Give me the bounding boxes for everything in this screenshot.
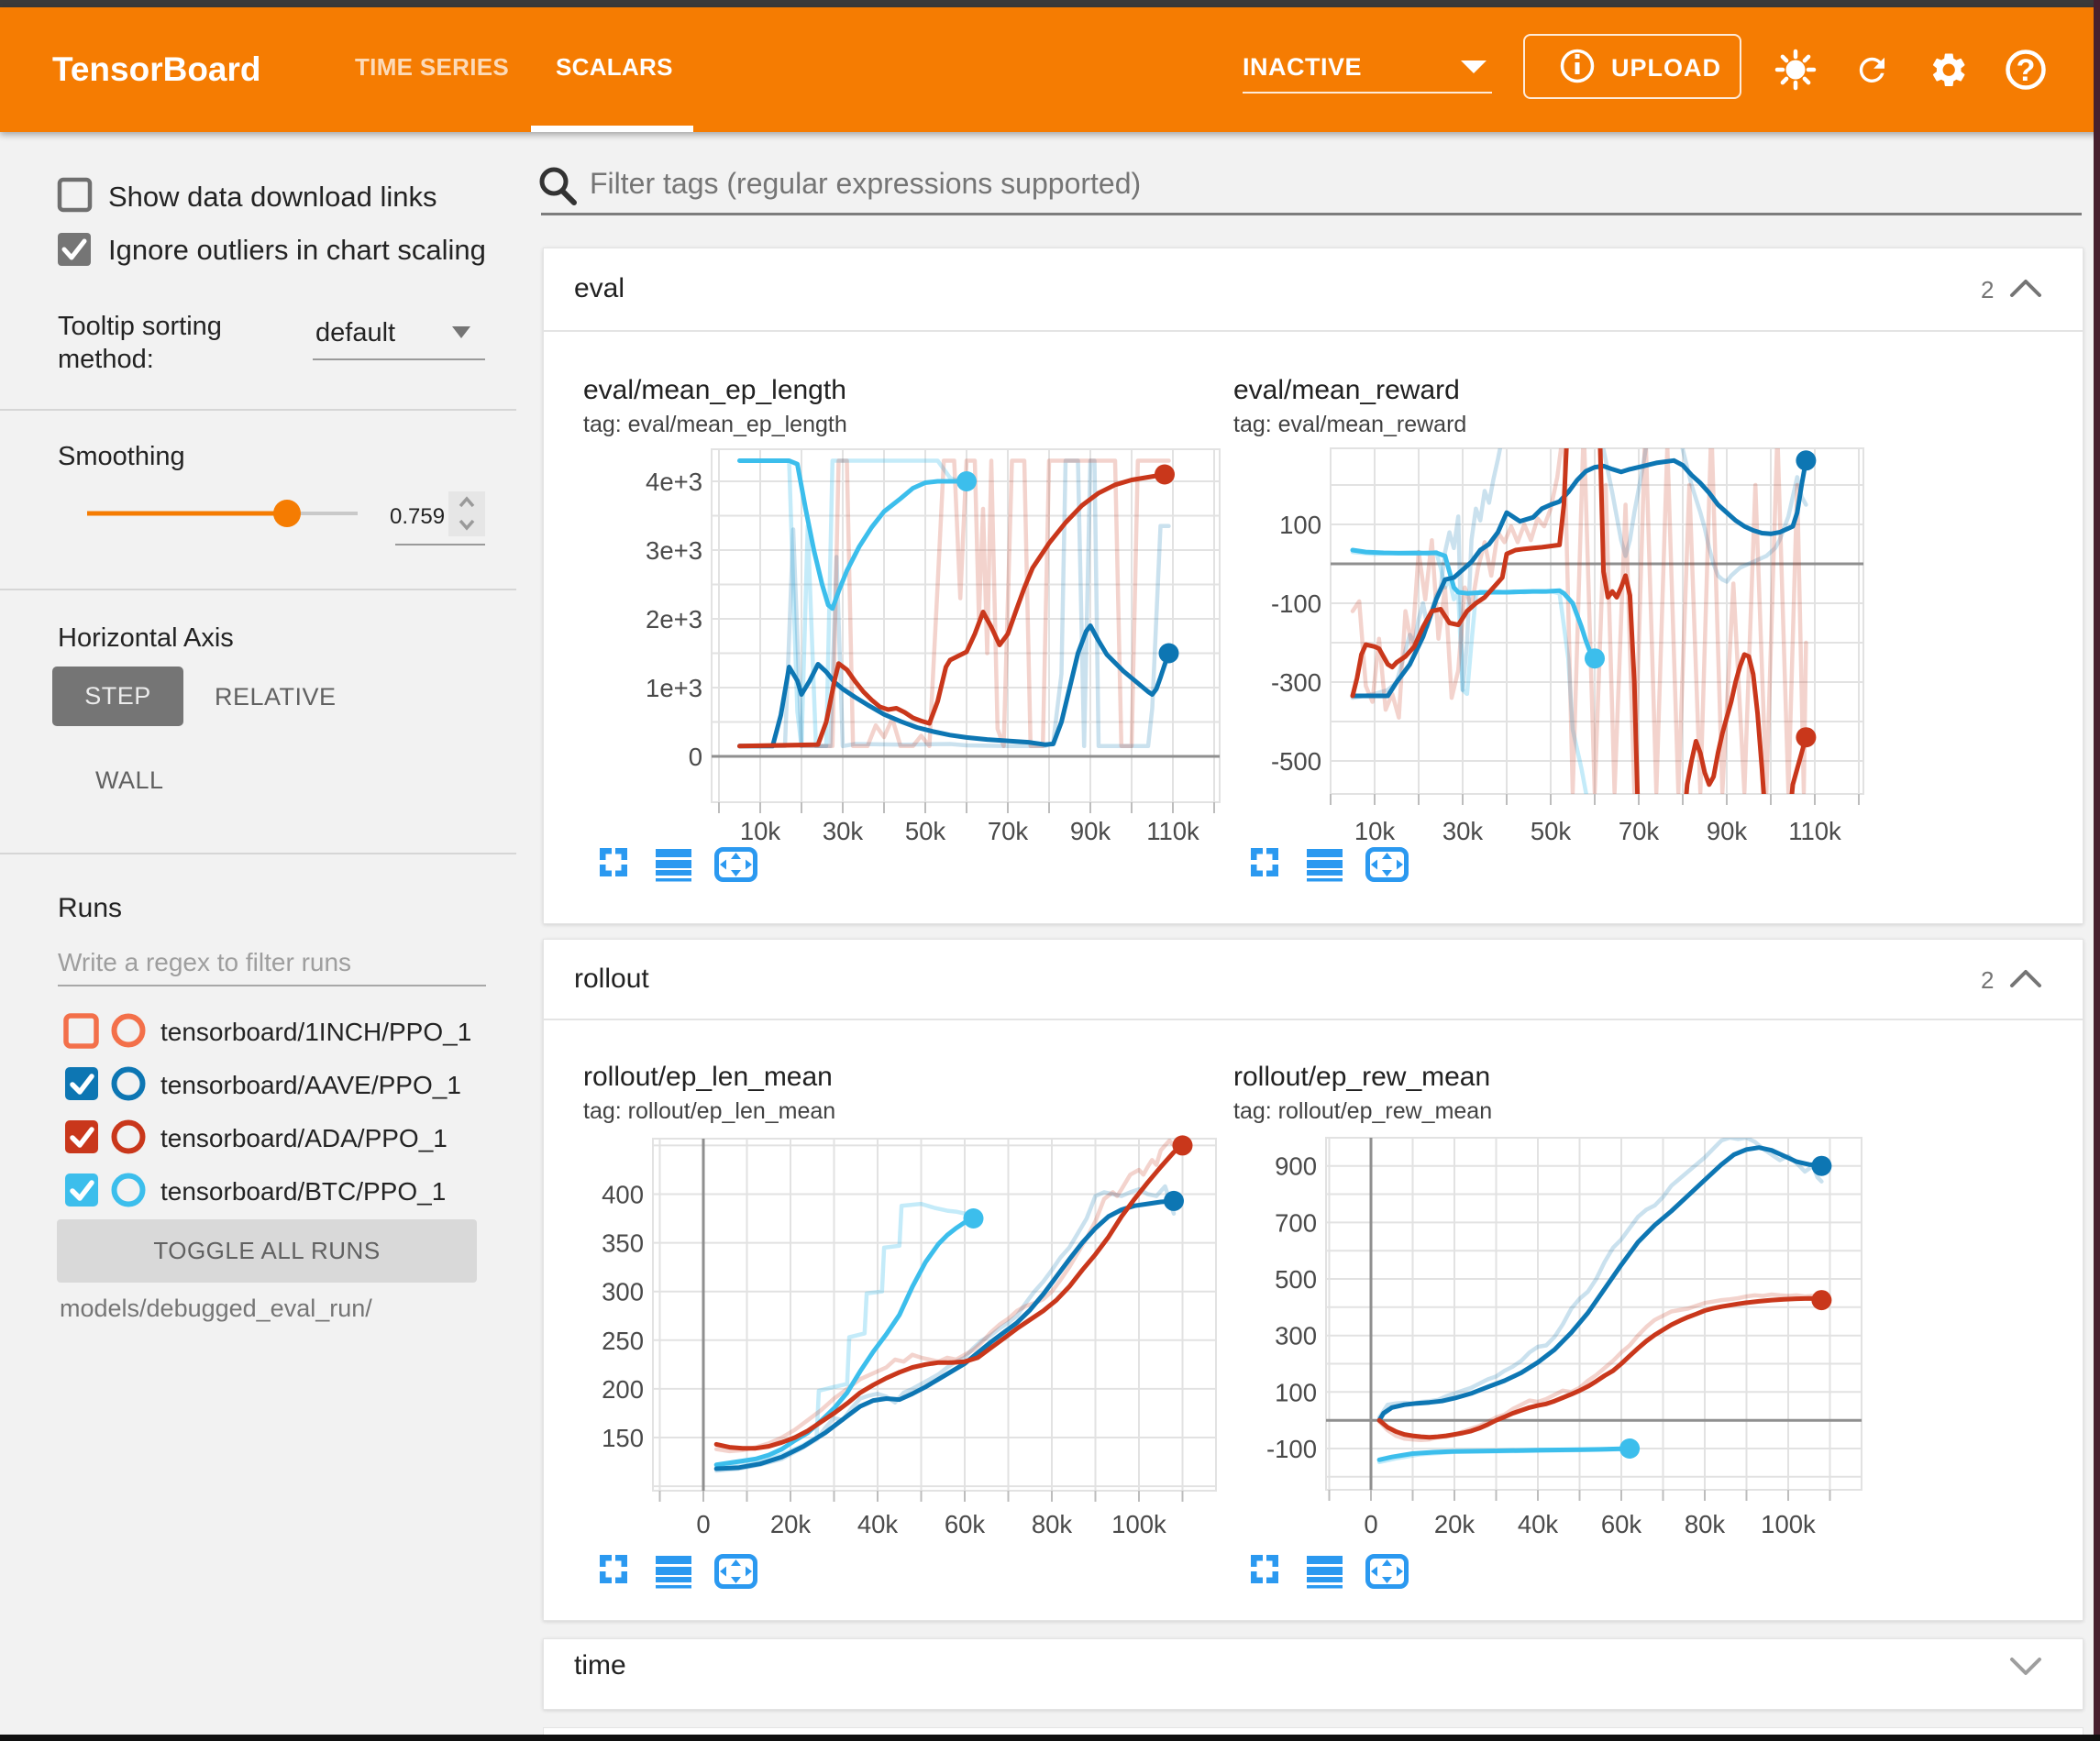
svg-text:60k: 60k <box>1601 1510 1642 1538</box>
svg-text:500: 500 <box>1275 1265 1317 1294</box>
svg-text:300: 300 <box>602 1278 644 1306</box>
svg-text:-100: -100 <box>1271 590 1321 618</box>
svg-text:0: 0 <box>1364 1510 1377 1538</box>
svg-text:110k: 110k <box>1788 817 1841 845</box>
svg-text:0: 0 <box>696 1510 710 1538</box>
svg-text:50k: 50k <box>905 817 946 845</box>
svg-text:3e+3: 3e+3 <box>646 536 702 565</box>
svg-text:?: ? <box>2017 53 2036 88</box>
svg-text:90k: 90k <box>1707 817 1748 845</box>
svg-text:80k: 80k <box>1685 1510 1726 1538</box>
svg-text:rollout/ep_len_mean: rollout/ep_len_mean <box>583 1062 833 1092</box>
svg-text:70k: 70k <box>988 817 1029 845</box>
svg-text:100: 100 <box>1275 1378 1317 1406</box>
svg-text:700: 700 <box>1275 1208 1317 1237</box>
svg-text:100: 100 <box>1279 511 1321 539</box>
svg-text:100k: 100k <box>1761 1510 1816 1538</box>
svg-text:80k: 80k <box>1032 1510 1073 1538</box>
svg-text:tag: eval/mean_reward: tag: eval/mean_reward <box>1233 412 1466 437</box>
svg-text:eval/mean_ep_length: eval/mean_ep_length <box>583 375 846 405</box>
svg-text:350: 350 <box>602 1229 644 1258</box>
svg-text:10k: 10k <box>1354 817 1396 845</box>
svg-text:300: 300 <box>1275 1322 1317 1350</box>
svg-text:90k: 90k <box>1070 817 1111 845</box>
svg-text:2e+3: 2e+3 <box>646 605 702 634</box>
svg-text:tag: eval/mean_ep_length: tag: eval/mean_ep_length <box>583 412 847 437</box>
svg-text:tag: rollout/ep_rew_mean: tag: rollout/ep_rew_mean <box>1233 1098 1492 1124</box>
svg-text:rollout/ep_rew_mean: rollout/ep_rew_mean <box>1233 1062 1490 1092</box>
svg-text:70k: 70k <box>1619 817 1660 845</box>
svg-text:150: 150 <box>602 1424 644 1452</box>
svg-text:40k: 40k <box>1518 1510 1559 1538</box>
svg-text:50k: 50k <box>1531 817 1572 845</box>
svg-text:4e+3: 4e+3 <box>646 468 702 496</box>
svg-text:30k: 30k <box>823 817 864 845</box>
svg-text:110k: 110k <box>1146 817 1199 845</box>
svg-text:-100: -100 <box>1266 1435 1317 1463</box>
svg-text:10k: 10k <box>740 817 781 845</box>
svg-text:250: 250 <box>602 1327 644 1355</box>
svg-text:30k: 30k <box>1442 817 1484 845</box>
svg-text:400: 400 <box>602 1181 644 1209</box>
svg-text:100k: 100k <box>1111 1510 1166 1538</box>
svg-text:-300: -300 <box>1271 668 1321 697</box>
svg-text:eval/mean_reward: eval/mean_reward <box>1233 375 1460 405</box>
svg-text:900: 900 <box>1275 1152 1317 1181</box>
svg-text:40k: 40k <box>857 1510 899 1538</box>
svg-text:200: 200 <box>602 1375 644 1404</box>
svg-text:60k: 60k <box>945 1510 986 1538</box>
svg-text:0: 0 <box>689 743 702 771</box>
svg-text:-500: -500 <box>1271 747 1321 776</box>
svg-text:20k: 20k <box>1434 1510 1476 1538</box>
svg-text:tag: rollout/ep_len_mean: tag: rollout/ep_len_mean <box>583 1098 835 1124</box>
svg-text:1e+3: 1e+3 <box>646 674 702 702</box>
svg-text:20k: 20k <box>770 1510 812 1538</box>
